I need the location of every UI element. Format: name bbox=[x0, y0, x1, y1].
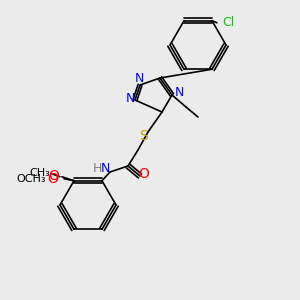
Text: N: N bbox=[174, 86, 184, 100]
Text: O: O bbox=[47, 172, 58, 186]
Text: O: O bbox=[48, 169, 59, 183]
Text: N: N bbox=[125, 92, 135, 104]
Text: OCH₃: OCH₃ bbox=[16, 174, 46, 184]
Text: H: H bbox=[92, 163, 102, 176]
Text: N: N bbox=[134, 71, 144, 85]
Text: O: O bbox=[139, 167, 149, 181]
Text: CH₃: CH₃ bbox=[29, 168, 50, 178]
Text: N: N bbox=[100, 163, 110, 176]
Text: Cl: Cl bbox=[222, 16, 234, 29]
Text: S: S bbox=[140, 129, 148, 143]
